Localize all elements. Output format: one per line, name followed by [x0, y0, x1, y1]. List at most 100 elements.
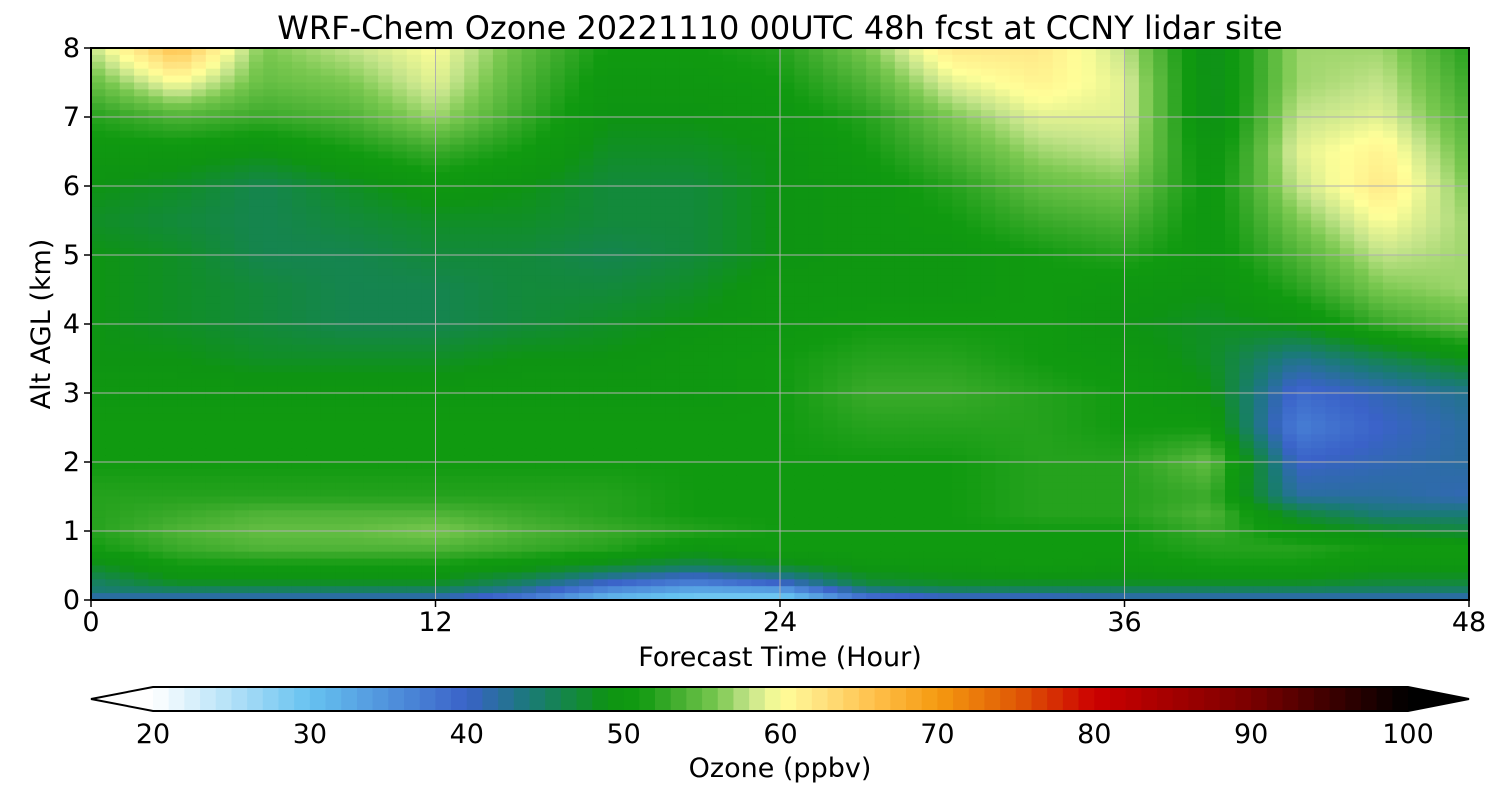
heatmap-cell [1411, 275, 1427, 284]
heatmap-cell [880, 296, 896, 304]
heatmap-cell [378, 158, 394, 166]
heatmap-cell [593, 344, 609, 353]
heatmap-cell [435, 213, 451, 222]
heatmap-cell [937, 386, 953, 394]
heatmap-cell [320, 296, 336, 304]
heatmap-cell [119, 227, 135, 235]
heatmap-cell [1239, 213, 1255, 222]
heatmap-cell [952, 255, 968, 263]
heatmap-cell [134, 54, 150, 63]
heatmap-cell [866, 192, 882, 201]
heatmap-cell [679, 75, 695, 84]
heatmap-cell [564, 337, 580, 346]
heatmap-cell [234, 199, 250, 208]
heatmap-cell [320, 192, 336, 201]
heatmap-cell [1397, 282, 1413, 291]
heatmap-cell [148, 54, 164, 63]
heatmap-cell [421, 310, 437, 318]
heatmap-cell [464, 199, 480, 208]
heatmap-cell [923, 268, 939, 277]
heatmap-cell [349, 206, 365, 215]
heatmap-cell [823, 227, 839, 235]
heatmap-cell [909, 393, 925, 401]
heatmap-cell [550, 289, 566, 297]
heatmap-cell [1253, 144, 1269, 153]
heatmap-cell [1081, 96, 1097, 104]
heatmap-cell [894, 255, 910, 263]
heatmap-cell [1124, 358, 1140, 366]
heatmap-cell [105, 61, 121, 70]
heatmap-cell [808, 317, 824, 325]
heatmap-cell [679, 399, 695, 408]
heatmap-cell [478, 227, 494, 235]
heatmap-cell [1411, 123, 1427, 132]
heatmap-cell [478, 137, 494, 146]
heatmap-cell [335, 158, 350, 166]
heatmap-cell [1268, 103, 1283, 111]
heatmap-cell [1425, 255, 1441, 263]
heatmap-cell [507, 275, 523, 284]
heatmap-cell [105, 89, 121, 97]
heatmap-cell [1296, 282, 1312, 291]
heatmap-cell [1224, 289, 1240, 297]
heatmap-cell [306, 255, 322, 263]
heatmap-cell [1382, 358, 1398, 366]
heatmap-cell [1110, 379, 1126, 387]
heatmap-cell [1167, 144, 1183, 153]
heatmap-cell [1425, 296, 1441, 304]
heatmap-cell [1052, 117, 1068, 125]
heatmap-cell [1397, 261, 1413, 270]
heatmap-cell [1095, 220, 1111, 228]
heatmap-cell [320, 310, 336, 318]
heatmap-cell [148, 130, 164, 139]
heatmap-cell [952, 186, 968, 194]
heatmap-cell [1382, 96, 1398, 104]
heatmap-cell [650, 206, 666, 215]
heatmap-cell [492, 172, 508, 180]
heatmap-cell [1024, 261, 1039, 270]
heatmap-cell [780, 317, 795, 325]
heatmap-cell [894, 241, 910, 249]
heatmap-cell [349, 186, 365, 194]
heatmap-cell [1368, 344, 1384, 353]
heatmap-cell [363, 68, 379, 77]
heatmap-cell [234, 123, 250, 132]
heatmap-cell [650, 61, 666, 70]
heatmap-cell [421, 344, 437, 353]
heatmap-cell [665, 399, 681, 408]
heatmap-cell [349, 268, 365, 277]
heatmap-cell [492, 351, 508, 360]
heatmap-cell [306, 241, 322, 249]
heatmap-cell [1296, 61, 1312, 70]
heatmap-cell [909, 158, 925, 166]
heatmap-cell [291, 144, 307, 153]
heatmap-cell [335, 192, 350, 201]
heatmap-cell [248, 158, 264, 166]
heatmap-cell [579, 317, 594, 325]
heatmap-cell [363, 248, 379, 256]
heatmap-cell [1425, 344, 1441, 353]
heatmap-cell [478, 172, 494, 180]
heatmap-cell [1067, 89, 1083, 97]
heatmap-cell [751, 199, 767, 208]
heatmap-cell [937, 96, 953, 104]
heatmap-cell [693, 386, 709, 394]
heatmap-cell [1153, 261, 1169, 270]
heatmap-cell [765, 234, 781, 242]
heatmap-cell [1368, 151, 1384, 159]
heatmap-cell [966, 310, 982, 318]
heatmap-cell [291, 103, 307, 111]
heatmap-cell [837, 151, 853, 159]
heatmap-cell [794, 310, 810, 318]
heatmap-cell [1425, 261, 1441, 270]
heatmap-cell [780, 227, 795, 235]
heatmap-cell [765, 220, 781, 228]
heatmap-cell [406, 220, 422, 228]
heatmap-cell [579, 110, 594, 118]
heatmap-cell [1268, 96, 1283, 104]
heatmap-cell [894, 227, 910, 235]
heatmap-cell [636, 227, 652, 235]
heatmap-cell [1138, 68, 1154, 77]
heatmap-cell [1397, 103, 1413, 111]
heatmap-cell [1153, 324, 1169, 332]
